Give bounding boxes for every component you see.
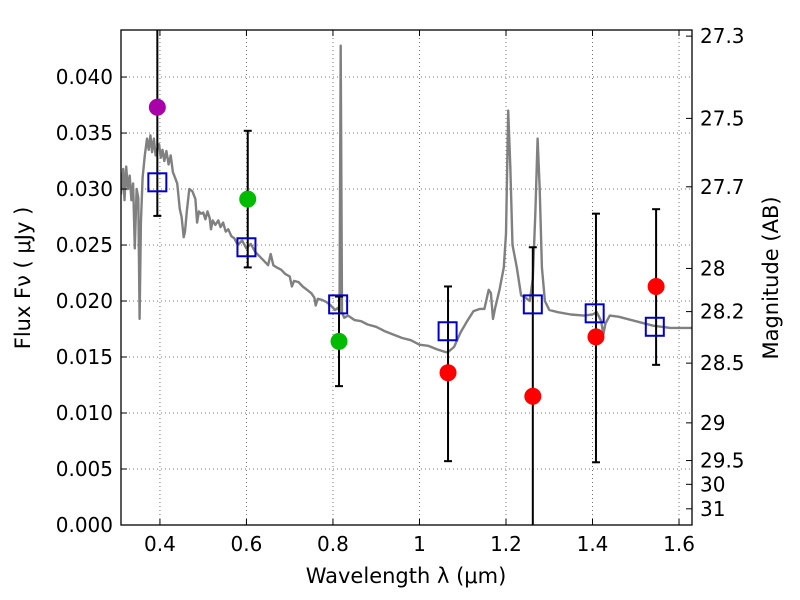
y-tick-label: 0.005 <box>56 457 113 481</box>
magnitude-tick-label: 30 <box>700 472 725 496</box>
model-point-square <box>236 237 257 258</box>
model-point-square <box>522 294 543 315</box>
x-tick-label: 1 <box>413 532 426 556</box>
template-spectrum-line <box>121 44 692 354</box>
x-tick-label: 1.2 <box>490 532 522 556</box>
magnitude-tick-label: 29 <box>700 411 725 435</box>
observed-flux-point <box>330 332 348 350</box>
model-point-square <box>437 321 458 342</box>
observed-flux-point <box>647 277 665 295</box>
magnitude-tick-label: 27.5 <box>700 106 745 130</box>
magnitude-tick-label: 27.7 <box>700 175 745 199</box>
magnitude-tick-label: 28.2 <box>700 300 745 324</box>
observed-flux-point <box>439 364 457 382</box>
model-point-square <box>147 172 168 193</box>
plot-frame <box>120 29 693 526</box>
magnitude-axis-label: Magnitude (AB) <box>759 196 783 359</box>
marker-layer <box>147 30 665 525</box>
x-tick-label: 0.6 <box>231 532 263 556</box>
y-axis-label: Flux Fν ( μJy ) <box>11 207 35 350</box>
y-tick-label: 0.000 <box>56 513 113 537</box>
y-tick-label: 0.040 <box>56 65 113 89</box>
x-tick-label: 0.4 <box>144 532 176 556</box>
x-tick-label: 0.8 <box>317 532 349 556</box>
x-tick-label: 1.6 <box>663 532 695 556</box>
plot-area <box>121 44 692 354</box>
magnitude-tick-label: 28 <box>700 256 725 280</box>
y-tick-label: 0.035 <box>56 121 113 145</box>
observed-flux-point <box>587 328 605 346</box>
x-axis-label: Wavelength λ (μm) <box>306 564 507 588</box>
magnitude-tick-label: 29.5 <box>700 449 745 473</box>
observed-flux-point <box>524 387 542 405</box>
y-tick-label: 0.030 <box>56 177 113 201</box>
x-tick-label: 1.4 <box>577 532 609 556</box>
magnitude-tick-label: 28.5 <box>700 351 745 375</box>
grid-lines <box>121 30 692 526</box>
model-point-square <box>644 316 665 337</box>
observed-flux-point <box>148 98 166 116</box>
y-tick-label: 0.025 <box>56 233 113 257</box>
observed-flux-point <box>239 190 257 208</box>
y-tick-label: 0.020 <box>56 289 113 313</box>
model-point-square <box>328 294 349 315</box>
magnitude-tick-label: 27.3 <box>700 24 745 48</box>
model-point-square <box>584 303 605 324</box>
y-tick-label: 0.010 <box>56 401 113 425</box>
y-tick-label: 0.015 <box>56 345 113 369</box>
axis-ticks: 0.4 0.6 0.8 1 1.2 1.4 1.6 0.000 0.005 0.010 0.015 0… <box>56 24 745 556</box>
magnitude-tick-label: 31 <box>700 497 725 521</box>
